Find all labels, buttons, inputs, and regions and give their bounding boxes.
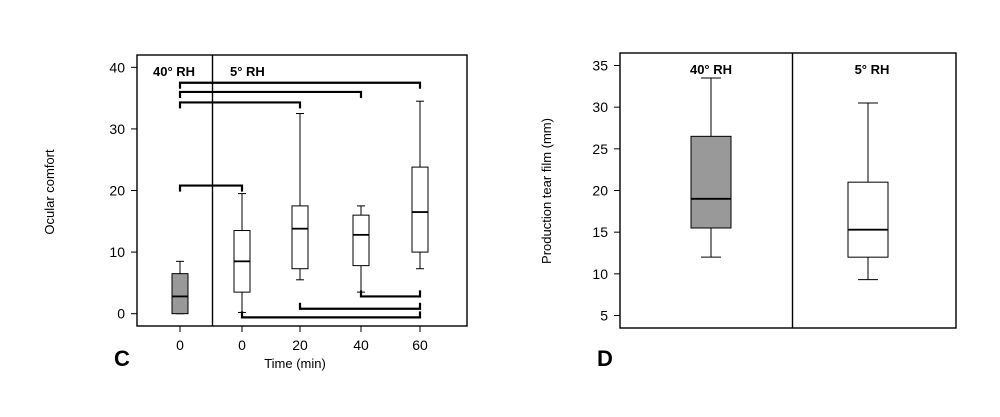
significance-bracket	[359, 290, 422, 298]
box-plot	[847, 102, 889, 281]
y-tick-label: 30	[592, 99, 608, 115]
box-plot	[233, 193, 251, 313]
panel-d: 40° RH 5° RH Production tear film (mm) D…	[539, 52, 957, 371]
y-tick-label: 30	[109, 121, 125, 137]
box-plot-iqr-box	[690, 135, 732, 229]
box-plot	[291, 113, 309, 281]
box-plot	[171, 260, 189, 315]
box-plot	[352, 205, 370, 293]
panel-c-x-axis-title: Time (min)	[264, 356, 326, 371]
y-tick-label: 15	[592, 224, 608, 240]
box-plot-iqr-box	[171, 273, 189, 315]
y-tick-label: 5	[600, 308, 608, 324]
x-tick-label: 20	[292, 337, 308, 353]
panel-c-region-label-left: 40° RH	[153, 64, 195, 79]
significance-bracket	[178, 101, 302, 109]
panel-d-frame	[619, 52, 957, 329]
panel-c-boxes	[171, 100, 429, 315]
panel-d-region-label-right: 5° RH	[855, 62, 890, 77]
y-tick-label: 25	[592, 141, 608, 157]
significance-bracket	[298, 302, 422, 310]
panel-d-letter: D	[597, 346, 613, 371]
panel-c-letter: C	[114, 346, 130, 371]
significance-bracket	[240, 311, 422, 319]
panel-c: 40° RH 5° RH Ocular comfort Time (min) C…	[42, 54, 468, 371]
significance-bracket	[178, 184, 244, 192]
panel-d-boxes	[690, 77, 889, 281]
box-plot	[411, 100, 429, 270]
panel-c-region-label-right: 5° RH	[230, 64, 265, 79]
panel-d-y-ticks: 5 10 15 20 25 30 35	[592, 58, 620, 324]
y-tick-label: 10	[592, 266, 608, 282]
y-tick-label: 20	[109, 183, 125, 199]
significance-bracket	[178, 81, 422, 89]
box-plot-iqr-box	[847, 181, 889, 258]
x-tick-label: 0	[176, 337, 184, 353]
x-tick-label: 60	[412, 337, 428, 353]
panel-c-x-ticks: 0 0 20 40 60	[176, 326, 428, 353]
panel-d-y-axis-title: Production tear film (mm)	[539, 118, 554, 264]
box-plot-iqr-box	[291, 205, 309, 270]
panel-d-region-label-left: 40° RH	[690, 62, 732, 77]
y-tick-label: 35	[592, 58, 608, 74]
x-tick-label: 40	[353, 337, 369, 353]
panel-c-significance-brackets	[178, 81, 422, 319]
y-tick-label: 20	[592, 183, 608, 199]
significance-bracket	[178, 90, 363, 98]
panel-c-y-axis-title: Ocular comfort	[42, 149, 57, 235]
y-tick-label: 10	[109, 244, 125, 260]
box-plot	[690, 77, 732, 258]
box-plot-iqr-box	[411, 166, 429, 253]
box-plot-iqr-box	[352, 214, 370, 267]
x-tick-label: 0	[238, 337, 246, 353]
y-tick-label: 40	[109, 59, 125, 75]
y-tick-label: 0	[117, 306, 125, 322]
panel-c-y-ticks: 0 10 20 30 40	[109, 59, 137, 322]
